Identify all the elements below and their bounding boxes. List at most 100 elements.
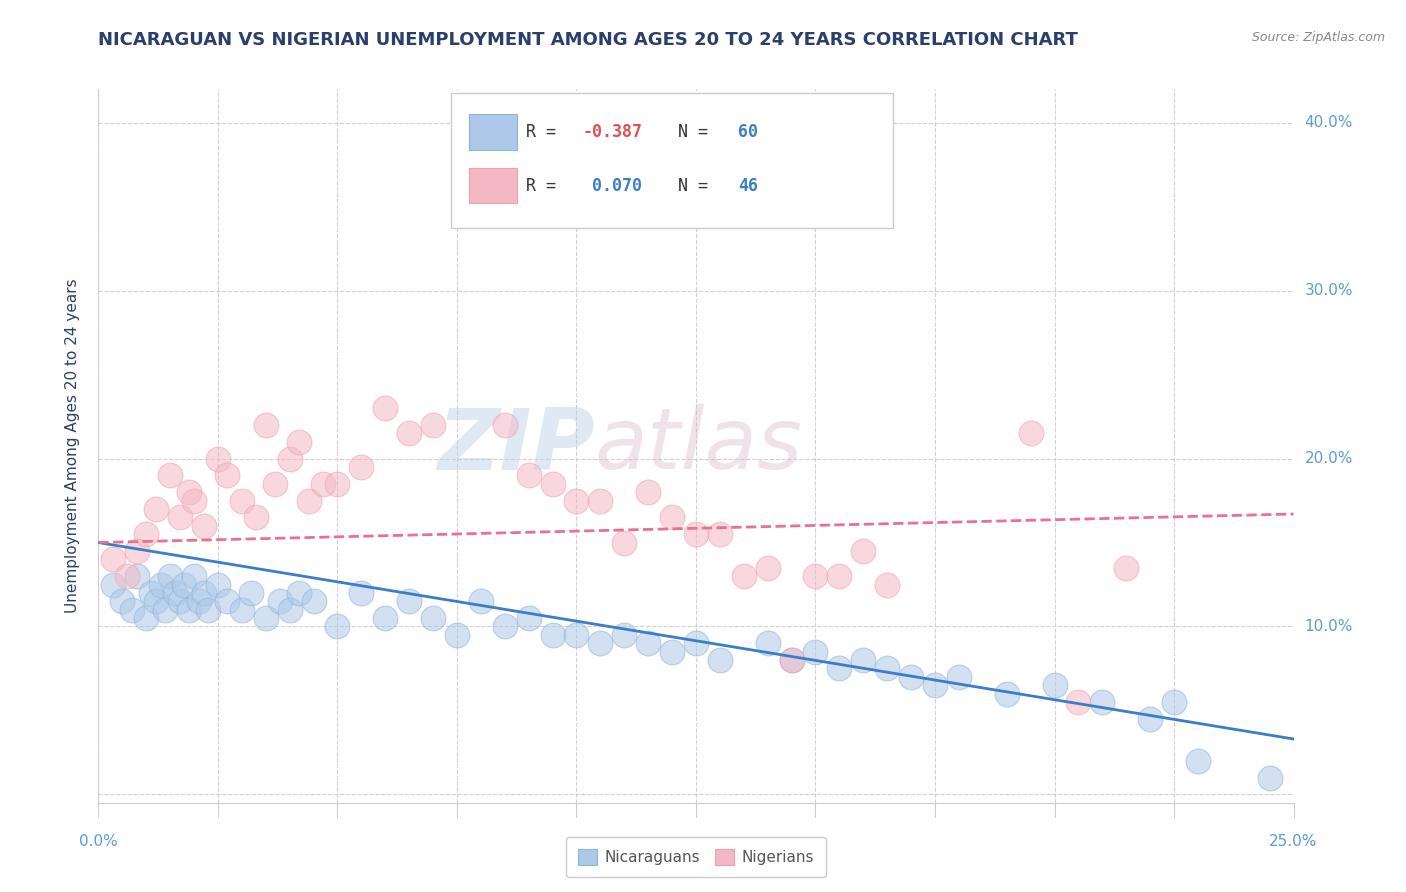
Point	[145, 594, 167, 608]
Point	[517, 468, 540, 483]
Point	[312, 476, 335, 491]
Point	[637, 485, 659, 500]
Point	[1115, 560, 1137, 574]
Point	[589, 493, 612, 508]
Point	[350, 460, 373, 475]
Point	[1091, 695, 1114, 709]
Point	[374, 401, 396, 416]
FancyBboxPatch shape	[451, 93, 893, 228]
Text: ZIP: ZIP	[437, 404, 595, 488]
Point	[685, 527, 707, 541]
Y-axis label: Unemployment Among Ages 20 to 24 years: Unemployment Among Ages 20 to 24 years	[65, 278, 80, 614]
Point	[1043, 678, 1066, 692]
Point	[1139, 712, 1161, 726]
Text: 46: 46	[738, 177, 758, 194]
Text: N =: N =	[678, 177, 718, 194]
Text: 25.0%: 25.0%	[1270, 834, 1317, 848]
Text: 10.0%: 10.0%	[1305, 619, 1353, 634]
Point	[197, 603, 219, 617]
Point	[494, 619, 516, 633]
Point	[446, 628, 468, 642]
Point	[302, 594, 325, 608]
Point	[149, 577, 172, 591]
Point	[613, 628, 636, 642]
Text: R =: R =	[526, 123, 567, 141]
Point	[804, 645, 827, 659]
Point	[470, 208, 492, 222]
Point	[709, 653, 731, 667]
Text: 0.0%: 0.0%	[79, 834, 118, 848]
Point	[924, 678, 946, 692]
Point	[1019, 426, 1042, 441]
Text: NICARAGUAN VS NIGERIAN UNEMPLOYMENT AMONG AGES 20 TO 24 YEARS CORRELATION CHART: NICARAGUAN VS NIGERIAN UNEMPLOYMENT AMON…	[98, 31, 1078, 49]
Point	[169, 594, 191, 608]
Point	[1187, 754, 1209, 768]
Point	[217, 468, 239, 483]
Point	[804, 569, 827, 583]
Point	[326, 476, 349, 491]
Point	[269, 594, 291, 608]
Point	[179, 603, 201, 617]
Point	[780, 653, 803, 667]
Point	[288, 434, 311, 449]
Point	[756, 560, 779, 574]
Text: N =: N =	[678, 123, 718, 141]
Point	[278, 603, 301, 617]
Point	[876, 661, 898, 675]
FancyBboxPatch shape	[470, 114, 517, 150]
Point	[613, 535, 636, 549]
Point	[298, 493, 321, 508]
Point	[254, 417, 277, 432]
Point	[470, 594, 492, 608]
Text: Source: ZipAtlas.com: Source: ZipAtlas.com	[1251, 31, 1385, 45]
Text: 60: 60	[738, 123, 758, 141]
Text: 20.0%: 20.0%	[1305, 451, 1353, 467]
Point	[374, 611, 396, 625]
Point	[207, 451, 229, 466]
Point	[173, 577, 195, 591]
Point	[193, 586, 215, 600]
Point	[995, 687, 1018, 701]
Point	[121, 603, 143, 617]
Point	[139, 586, 162, 600]
Point	[756, 636, 779, 650]
Point	[398, 594, 420, 608]
Point	[231, 603, 253, 617]
Point	[115, 569, 138, 583]
Point	[876, 577, 898, 591]
Point	[125, 569, 148, 583]
Point	[278, 451, 301, 466]
Point	[159, 468, 181, 483]
Point	[350, 586, 373, 600]
Point	[733, 569, 755, 583]
Point	[240, 586, 263, 600]
Legend: Nicaraguans, Nigerians: Nicaraguans, Nigerians	[567, 837, 825, 877]
Text: R =: R =	[526, 177, 567, 194]
Point	[135, 527, 157, 541]
Point	[828, 661, 851, 675]
Point	[159, 569, 181, 583]
Point	[661, 645, 683, 659]
Point	[852, 653, 875, 667]
Point	[709, 527, 731, 541]
Point	[245, 510, 267, 524]
Point	[145, 502, 167, 516]
Point	[661, 510, 683, 524]
Point	[685, 636, 707, 650]
Point	[169, 510, 191, 524]
Point	[828, 569, 851, 583]
Point	[101, 577, 124, 591]
Point	[565, 628, 588, 642]
Point	[637, 636, 659, 650]
Point	[207, 577, 229, 591]
Point	[187, 594, 209, 608]
Point	[517, 611, 540, 625]
Text: -0.387: -0.387	[582, 123, 643, 141]
Point	[541, 628, 564, 642]
Point	[326, 619, 349, 633]
Point	[422, 611, 444, 625]
Text: 30.0%: 30.0%	[1305, 283, 1353, 298]
Point	[193, 518, 215, 533]
Point	[254, 611, 277, 625]
Point	[900, 670, 922, 684]
